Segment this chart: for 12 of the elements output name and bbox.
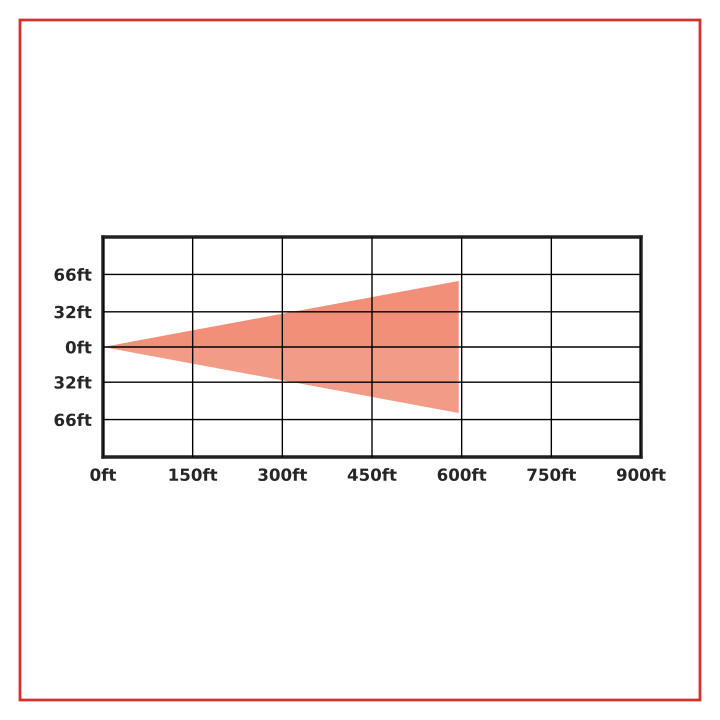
y-tick-label: 32ft — [54, 305, 92, 318]
y-tick-label: 66ft — [54, 268, 92, 281]
y-tick-label: 0ft — [66, 340, 92, 354]
x-tick-label: 750ft — [527, 468, 576, 482]
y-tick-label: 32ft — [54, 376, 92, 389]
y-tick-label: 66ft — [54, 413, 92, 426]
x-tick-label: 0ft — [90, 468, 116, 482]
x-tick-label: 300ft — [258, 468, 307, 482]
x-tick-label: 900ft — [616, 468, 666, 482]
x-tick-label: 600ft — [438, 468, 486, 482]
x-tick-label: 450ft — [348, 468, 397, 482]
x-tick-label: 150ft — [170, 468, 218, 482]
